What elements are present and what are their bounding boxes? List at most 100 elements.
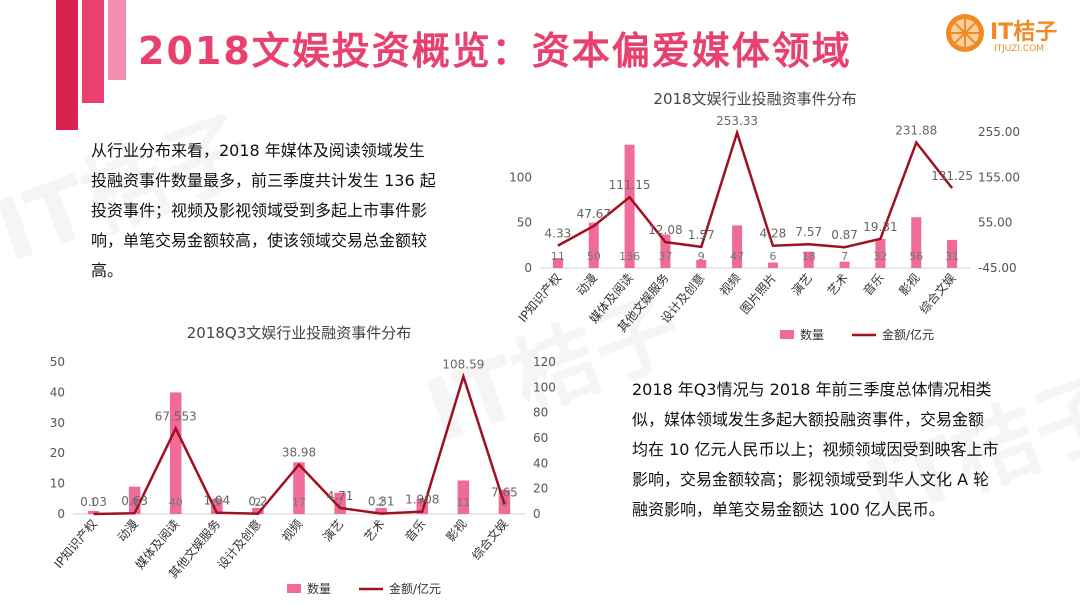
category-label: 设计及创意	[214, 516, 264, 572]
left-tick-label: 100	[509, 170, 532, 184]
bar-label: 32	[873, 250, 887, 263]
bar	[696, 259, 707, 268]
right-tick-label: 40	[533, 456, 548, 470]
category-label: 动漫	[115, 517, 141, 544]
line-label: 47.67	[577, 207, 611, 221]
bar	[87, 510, 100, 514]
legend-label: 数量	[800, 327, 824, 342]
right-tick-label: 155.00	[978, 170, 1020, 184]
chart-title: 2018文娱行业投融资事件分布	[653, 90, 856, 108]
line-label: 0.03	[80, 495, 107, 509]
chart-2018: 2018文娱行业投融资事件分布 0 50 100 -45.00 55.00 155.00 25…	[509, 90, 1020, 342]
line-label: 1.57	[688, 228, 715, 242]
summary-line: 2018 年Q3情况与 2018 年前三季度总体情况相类	[632, 380, 992, 399]
left-tick-label: 50	[517, 216, 532, 230]
summary-top: 从行业分布来看，2018 年媒体及阅读领域发生 投融资事件数量最多，前三季度共计…	[91, 136, 436, 286]
bar	[457, 480, 470, 514]
category-label: 图片照片	[738, 271, 780, 317]
line-label: 1.04	[203, 494, 230, 508]
category-label: 综合文娱	[916, 270, 958, 316]
right-tick-label: 55.00	[978, 216, 1012, 230]
bar-label: 2	[254, 496, 261, 509]
bar-label: 11	[551, 250, 565, 263]
legend-swatch-bar	[287, 584, 301, 593]
summary-line: 融资影响，单笔交易金额达 100 亿人民币。	[632, 500, 945, 519]
line-label: 253.33	[716, 114, 758, 128]
bar-label: 1	[90, 496, 97, 509]
bar	[252, 507, 264, 514]
legend-label: 金额/亿元	[389, 581, 441, 596]
category-label: 动漫	[574, 271, 600, 298]
left-tick-label: 50	[50, 355, 65, 369]
left-tick-label: 0	[524, 261, 532, 275]
category-label: 艺术	[825, 271, 851, 298]
right-tick-label: 0	[533, 507, 541, 521]
line-label: 7.65	[491, 485, 518, 499]
bar	[624, 144, 635, 268]
category-label: IP知识产权	[516, 271, 565, 325]
category-label: 影视	[443, 516, 470, 544]
bar	[588, 222, 599, 268]
bar-label: 9	[131, 496, 138, 509]
chart-2018q3: 2018Q3文娱行业投融资事件分布 0 10 20 30 40 50 0 20 40 60 80 100…	[50, 324, 556, 596]
line-label: 111.15	[609, 178, 651, 192]
legend-label: 数量	[307, 581, 331, 596]
right-tick-label: 20	[533, 482, 548, 496]
bar	[767, 262, 778, 268]
line-label: 19.31	[863, 220, 897, 234]
bar	[293, 462, 305, 514]
left-tick-label: 10	[50, 477, 65, 491]
line-label: 231.88	[895, 123, 937, 137]
line-label: 0.2	[248, 495, 267, 509]
bar-label: 136	[619, 250, 640, 263]
right-tick-label: 255.00	[978, 125, 1020, 139]
category-label: 演艺	[788, 270, 815, 298]
page-title: 2018文娱投资概览：资本偏爱媒体领域	[138, 29, 852, 73]
chart-title: 2018Q3文娱行业投融资事件分布	[187, 324, 412, 342]
left-tick-label: 20	[50, 446, 65, 460]
right-tick-label: -45.00	[978, 261, 1017, 275]
category-label: 综合文娱	[468, 516, 510, 562]
category-label: 视频	[716, 270, 743, 298]
bar	[211, 498, 223, 514]
line-label: 7.57	[795, 225, 822, 239]
decor-bar-1	[56, 0, 78, 130]
left-tick-label: 0	[57, 507, 65, 521]
legend-swatch-bar	[780, 330, 794, 339]
decor-bar-3	[108, 0, 126, 80]
bar	[947, 239, 958, 268]
line-label: 4.71	[327, 489, 354, 503]
bar-label: 6	[769, 250, 776, 263]
category-label: 影视	[896, 270, 923, 298]
left-tick-label: 40	[50, 385, 65, 399]
summary-line: 高。	[91, 261, 124, 280]
bar-label: 31	[945, 250, 959, 263]
orange-slice-icon	[946, 14, 984, 52]
bar-label: 56	[909, 250, 923, 263]
bar-label: 17	[292, 496, 306, 509]
bar	[875, 238, 886, 268]
bar	[803, 251, 814, 268]
bar-label: 47	[730, 250, 744, 263]
bar-label: 5	[213, 496, 220, 509]
category-label: 演艺	[319, 516, 346, 544]
decor-bar-2	[82, 0, 104, 103]
bar	[169, 392, 182, 514]
line-label: 12.08	[648, 223, 682, 237]
line-label: 38.98	[282, 446, 316, 460]
bar-label: 18	[802, 250, 816, 263]
line-label: 108.59	[442, 357, 484, 371]
right-tick-label: 80	[533, 406, 548, 420]
logo-sub: ITJUZI.COM	[994, 44, 1045, 54]
amount-line	[93, 372, 506, 516]
bar	[128, 486, 141, 514]
summary-line: 投融资事件数量最多，前三季度共计发生 136 起	[91, 171, 436, 190]
right-tick-label: 60	[533, 431, 548, 445]
summary-line: 均在 10 亿元人民币以上；视频领域因受到映客上市	[632, 440, 999, 459]
line-label: 0.63	[121, 494, 148, 508]
summary-line: 影响，交易金额较高；影视领域受到华人文化 A 轮	[632, 470, 990, 489]
line-label: 4.33	[545, 227, 572, 241]
bar	[552, 258, 563, 268]
bar-label: 5	[419, 496, 426, 509]
logo-text: IT桔子	[990, 20, 1058, 45]
